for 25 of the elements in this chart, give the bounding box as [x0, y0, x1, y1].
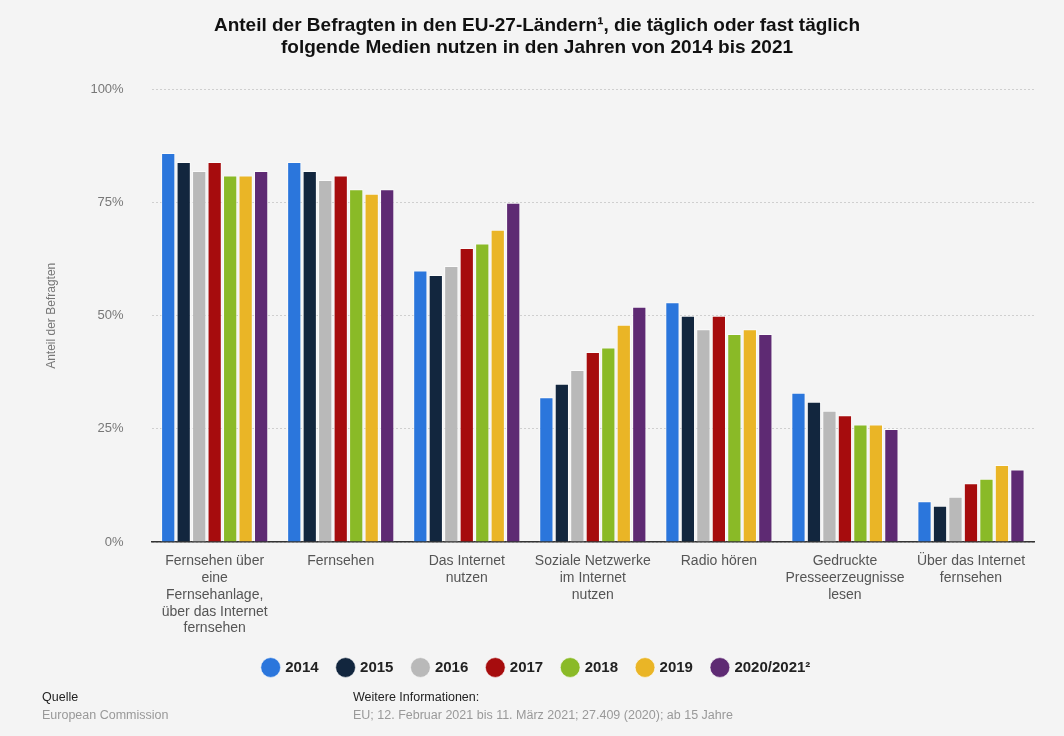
x-tick-label: Das Internet nutzen	[428, 552, 506, 586]
x-tick-label: Soziale Netzwerke im Internet nutzen	[534, 552, 652, 602]
legend-label: 2017	[509, 657, 544, 675]
text: EU; 12. Februar 2021 bis 11. März 2021; 27.409 (2020); ab 15 Jahre	[353, 708, 733, 722]
x-tick-label: Fernsehen über eine Fernsehanlage, über das Internet fernsehen	[161, 552, 268, 636]
text: European Commission	[42, 708, 169, 722]
legend-label: 2020/2021²	[734, 657, 811, 675]
legend-label: 2016	[434, 657, 469, 675]
x-tick-label: Radio hören	[680, 552, 758, 569]
y-tick-label: 50%	[97, 307, 125, 323]
text: Quelle	[42, 690, 79, 704]
legend-label: 2019	[659, 657, 693, 675]
y-tick-label: 100%	[90, 81, 125, 97]
y-axis-title: Anteil der Befragten	[43, 262, 58, 369]
text: Weitere Informationen:	[353, 690, 480, 704]
legend-label: 2015	[360, 657, 394, 675]
legend-label: 2018	[584, 657, 619, 675]
x-tick-label: Gedruckte Presseerzeugnisse lesen	[785, 552, 905, 602]
x-tick-label: Fernsehen	[307, 552, 375, 569]
chart-title: Anteil der Befragten in den EU-27-Ländern¹, die täglich oder fast täglich folgende Medien nutzen in den Jahren von 2014 bis 2021	[213, 13, 861, 58]
legend-label: 2014	[285, 657, 320, 675]
y-tick-label: 25%	[97, 420, 125, 436]
y-tick-label: 75%	[97, 194, 125, 210]
y-tick-label: 0%	[104, 533, 125, 549]
x-tick-label: Über das Internet fernsehen	[916, 551, 1026, 586]
